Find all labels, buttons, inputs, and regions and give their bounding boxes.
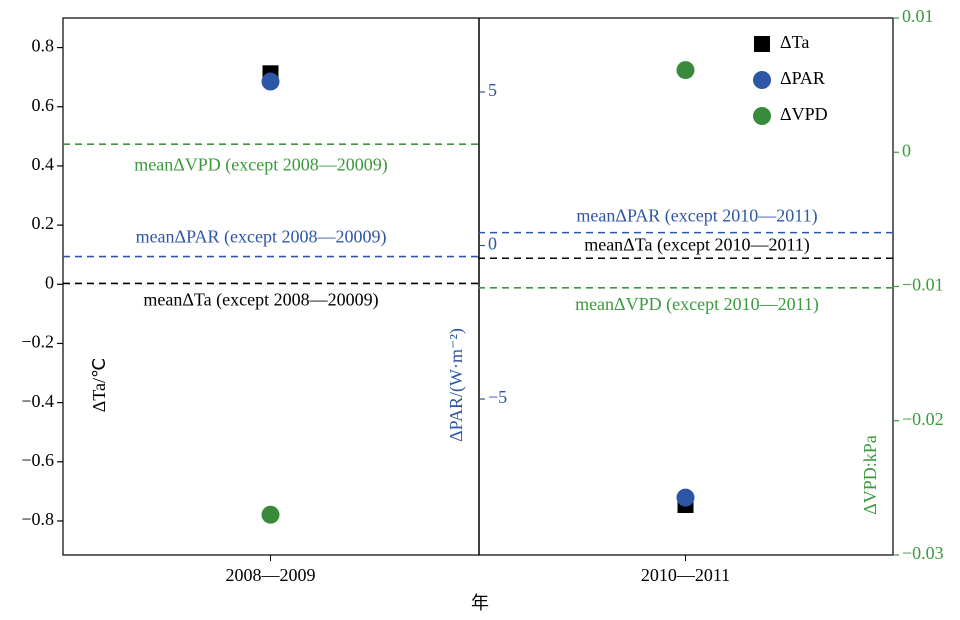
mean-line-label: meanΔVPD (except 2008—20009) [134,154,388,175]
mean-line-label: meanΔPAR (except 2008—20009) [136,227,387,248]
y3-tick-label: 0.01 [902,6,934,26]
mean-line-label: meanΔVPD (except 2010—2011) [575,294,819,315]
y2-tick-label: −5 [488,387,507,407]
y-tick-label: 0.2 [32,213,55,233]
y-tick-label: −0.4 [21,391,54,411]
legend-label: ΔVPD [780,104,828,124]
legend-marker [753,107,771,125]
mean-line-label: meanΔPAR (except 2010—2011) [576,206,817,227]
y-tick-label: 0.6 [32,95,55,115]
y3-tick-label: −0.02 [902,409,944,429]
legend-marker [753,71,771,89]
y3-axis-title: ΔVPD:kPa [860,435,880,515]
y3-tick-label: 0 [902,140,911,160]
point [676,61,695,80]
y-tick-label: −0.6 [21,450,54,470]
y-tick-label: 0.4 [32,154,55,174]
plot-frame [62,17,894,556]
x-tick-label: 2010—2011 [641,565,730,585]
legend-label: ΔTa [780,32,809,52]
point [261,72,280,91]
mean-line-label: meanΔTa (except 2010—2011) [584,234,810,255]
legend-marker [754,36,770,52]
y-tick-label: −0.2 [21,332,54,352]
y2-axis-title: ΔPAR/(W·m⁻²) [446,328,467,442]
y3-tick-label: −0.01 [902,275,944,295]
x-axis-title: 年 [471,593,489,613]
y3-tick-label: −0.03 [902,543,944,563]
legend-label: ΔPAR [780,68,825,88]
y-tick-label: 0.8 [32,36,55,56]
point [676,488,695,507]
y-axis-title: ΔTa/℃ [89,358,109,413]
y2-tick-label: 0 [488,234,497,254]
mean-line-label: meanΔTa (except 2008—20009) [143,290,378,311]
x-tick-label: 2008—2009 [226,565,316,585]
y-tick-label: −0.8 [21,509,54,529]
y2-tick-label: 5 [488,80,497,100]
point [261,505,280,524]
y-tick-label: 0 [45,272,54,292]
